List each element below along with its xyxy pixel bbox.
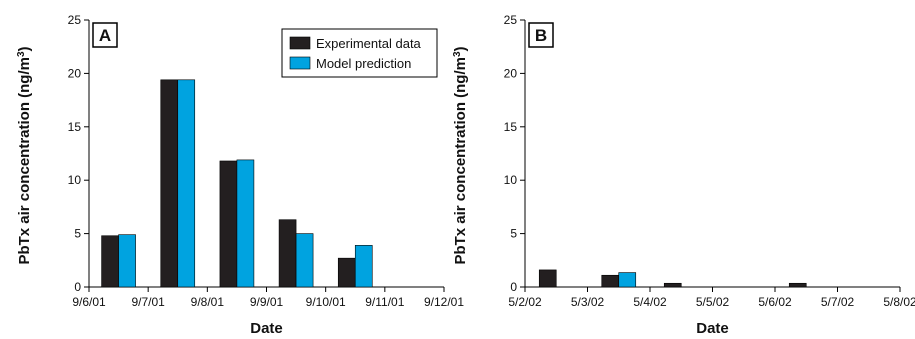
y-tick-label: 10 [504,173,518,187]
x-tick-label: 9/9/01 [250,295,284,309]
x-tick-label: 5/2/02 [508,295,542,309]
y-tick-label: 25 [68,13,82,27]
bar-experimental-5-4-02 [601,274,620,288]
legend-swatch-experimental [289,36,311,50]
x-tick-label: 5/5/02 [696,295,730,309]
x-tick-label: 9/7/01 [131,295,165,309]
x-tick-label: 9/6/01 [72,295,106,309]
bar-model-9-11-01 [354,245,373,288]
y-tick-label: 15 [504,120,518,134]
x-tick-label: 9/8/01 [191,295,225,309]
y-tick-label: 20 [504,66,518,80]
y-tick-label: 25 [504,13,518,27]
bar-model-9-8-01 [177,79,196,288]
x-tick-label: 5/8/02 [883,295,915,309]
panel-label-box: B [528,22,554,48]
bar-experimental-5-5-02 [663,282,682,288]
legend: Experimental data Model prediction [281,28,438,78]
y-tick-label: 15 [68,120,82,134]
bar-experimental-9-8-01 [160,79,179,288]
x-axis-title: Date [250,320,283,337]
bar-experimental-9-10-01 [278,219,297,288]
y-tick-label: 5 [510,227,517,241]
y-tick-label: 10 [68,173,82,187]
bar-experimental-9-9-01 [219,160,238,288]
x-tick-label: 5/3/02 [571,295,605,309]
x-axis-title: Date [696,320,729,337]
bar-experimental-5-7-02 [788,282,807,288]
y-tick-label: 5 [74,227,81,241]
panel-label-box: A [92,22,118,48]
bar-experimental-9-11-01 [337,257,356,288]
x-tick-label: 9/10/01 [306,295,346,309]
bar-experimental-9-7-01 [101,235,119,288]
x-tick-label: 9/11/01 [365,295,404,309]
bar-model-9-9-01 [236,159,255,288]
x-tick-label: 9/12/01 [424,295,464,309]
y-tick-label: 0 [74,280,81,294]
panel-label-frame [528,22,554,48]
panel-label-text: A [99,26,111,45]
chart-panel-b: 0 5 10 15 20 25 5/2/02 5/3/02 5/4/02 5/5/02 5/6/02… [452,13,915,337]
legend-label-experimental: Experimental data [316,36,422,51]
x-tick-label: 5/4/02 [633,295,667,309]
panel-label-frame [92,22,118,48]
y-tick-label: 20 [68,66,82,80]
bar-model-9-7-01 [118,234,136,288]
bar-experimental-5-3-02 [538,269,557,288]
y-tick-label: 0 [510,280,517,294]
legend-label-model: Model prediction [316,56,411,71]
chart-panel-a: 0 5 10 15 20 25 9/6/01 9/7/01 9/8/01 9/9/01 9/10/0… [16,13,465,337]
bar-model-5-4-02 [618,272,637,288]
bar-model-9-10-01 [295,233,314,288]
x-tick-label: 5/7/02 [821,295,855,309]
y-axis-title: PbTx air concentration (ng/m3) [452,46,470,264]
panel-label-text: B [535,26,547,45]
legend-swatch-model [289,56,311,70]
x-tick-label: 5/6/02 [758,295,792,309]
y-axis-title: PbTx air concentration (ng/m3) [16,46,34,264]
